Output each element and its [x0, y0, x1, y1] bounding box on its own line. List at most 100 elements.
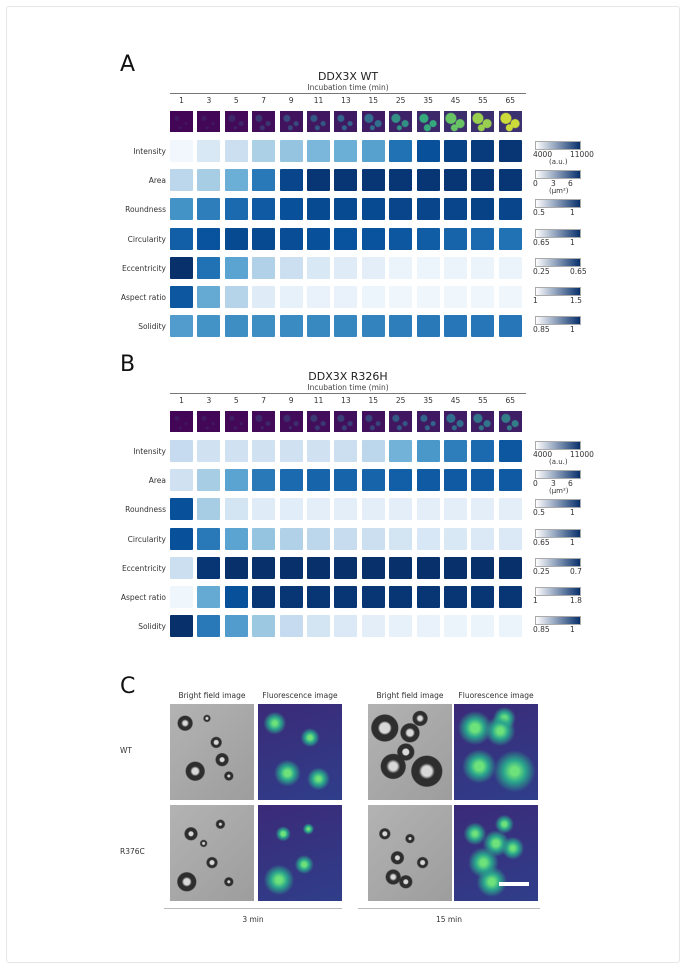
heatmap-cell	[444, 527, 467, 550]
heatmap-cell	[279, 527, 303, 550]
time-tick-label: 45	[450, 96, 461, 105]
heatmap-cell	[252, 227, 276, 250]
time-group-line	[358, 908, 540, 909]
time-tick-label: 3	[206, 396, 212, 405]
droplet-thumbnail	[389, 111, 413, 132]
heatmap-cell	[361, 140, 385, 162]
heatmap-cell	[224, 469, 248, 492]
row-label: Eccentricity	[121, 263, 166, 273]
row-label: Area	[148, 476, 166, 486]
heatmap-cell	[197, 286, 221, 308]
heatmap-cell	[197, 198, 221, 221]
heatmap-cell	[197, 527, 221, 550]
row-label: Aspect ratio	[120, 593, 166, 602]
row-label: Area	[148, 176, 166, 186]
image-column-header: Bright field image	[376, 691, 444, 700]
droplet-thumbnail	[498, 111, 522, 132]
heatmap-cell	[416, 198, 440, 221]
time-tick-label: 15	[368, 96, 379, 105]
heatmap-cell	[307, 556, 330, 579]
time-tick-label: 25	[395, 396, 406, 405]
row-label: Roundness	[125, 205, 166, 215]
droplet-thumbnail	[307, 111, 330, 132]
heatmap-cell	[279, 256, 303, 279]
heatmap-cell	[224, 586, 248, 608]
image-column-header: Bright field image	[178, 691, 246, 700]
time-tick-label: 11	[313, 396, 324, 405]
colorbar-min-label: 0.25	[533, 266, 550, 276]
heatmap-cell	[197, 586, 221, 608]
heatmap-cell	[471, 556, 495, 579]
heatmap-cell	[416, 527, 440, 550]
droplet-thumbnail	[279, 411, 303, 432]
bright-field-image	[170, 805, 254, 901]
heatmap-cell	[307, 527, 330, 550]
droplet-thumbnail	[444, 111, 467, 132]
heatmap-cell	[334, 440, 358, 462]
heatmap-cell	[444, 586, 467, 608]
heatmap-cell	[170, 227, 193, 250]
heatmap-cell	[361, 469, 385, 492]
heatmap-cell	[252, 140, 276, 162]
heatmap-cell	[307, 469, 330, 492]
colorbar	[535, 441, 581, 450]
panel-label: B	[120, 352, 136, 377]
heatmap-cell	[444, 256, 467, 279]
colorbar	[535, 316, 581, 326]
heatmap-cell	[224, 315, 248, 338]
heatmap-cell	[498, 556, 522, 579]
heatmap-cell	[279, 169, 303, 192]
heatmap-cell	[389, 556, 413, 579]
heatmap-cell	[389, 169, 413, 192]
heatmap-cell	[361, 227, 385, 250]
heatmap-cell	[307, 498, 330, 521]
heatmap-cell	[224, 498, 248, 521]
heatmap-cell	[416, 469, 440, 492]
heatmap-cell	[252, 286, 276, 308]
heatmap-cell	[498, 227, 522, 250]
heatmap-cell	[416, 586, 440, 608]
heatmap-cell	[224, 256, 248, 279]
row-label: Circularity	[127, 234, 166, 244]
time-tick-label: 35	[423, 396, 433, 405]
bright-field-image	[170, 704, 254, 800]
image-row-label: R376C	[120, 847, 145, 856]
bright-field-image	[368, 704, 452, 800]
droplet-thumbnail	[334, 111, 358, 132]
heatmap-cell	[471, 227, 495, 250]
heatmap-cell	[252, 586, 276, 608]
heatmap-cell	[361, 286, 385, 308]
colorbar-min-label: 0.85	[533, 625, 550, 635]
colorbar	[535, 470, 581, 480]
heatmap-cell	[224, 198, 248, 221]
droplet-thumbnail	[170, 111, 193, 132]
heatmap-cell	[416, 615, 440, 638]
colorbar-max-label: 1	[570, 508, 575, 518]
heatmap-cell	[444, 615, 467, 638]
heatmap-cell	[307, 615, 330, 638]
heatmap-cell	[170, 469, 193, 492]
heatmap-cell	[279, 586, 303, 608]
heatmap-cell	[252, 256, 276, 279]
heatmap-cell	[170, 556, 193, 579]
heatmap-cell	[334, 169, 358, 192]
heatmap-cell	[444, 469, 467, 492]
time-tick-label: 65	[505, 396, 516, 405]
heatmap-cell	[252, 527, 276, 550]
heatmap-cell	[389, 140, 413, 162]
colorbar	[535, 587, 581, 596]
heatmap-cell	[498, 440, 522, 462]
heatmap-cell	[471, 286, 495, 308]
heatmap-cell	[444, 315, 467, 338]
image-column-header: Fluorescence image	[458, 691, 534, 700]
colorbar-max-label: 1	[570, 625, 575, 635]
heatmap-cell	[471, 315, 495, 338]
heatmap-cell	[197, 140, 221, 162]
droplet-thumbnail	[279, 111, 303, 132]
colorbar-min-label: 0.65	[533, 237, 550, 247]
colorbar-max-label: 6	[568, 479, 573, 489]
heatmap-cell	[197, 169, 221, 192]
heatmap-cell	[416, 286, 440, 308]
heatmap-cell	[224, 286, 248, 308]
heatmap-cell	[170, 169, 193, 192]
